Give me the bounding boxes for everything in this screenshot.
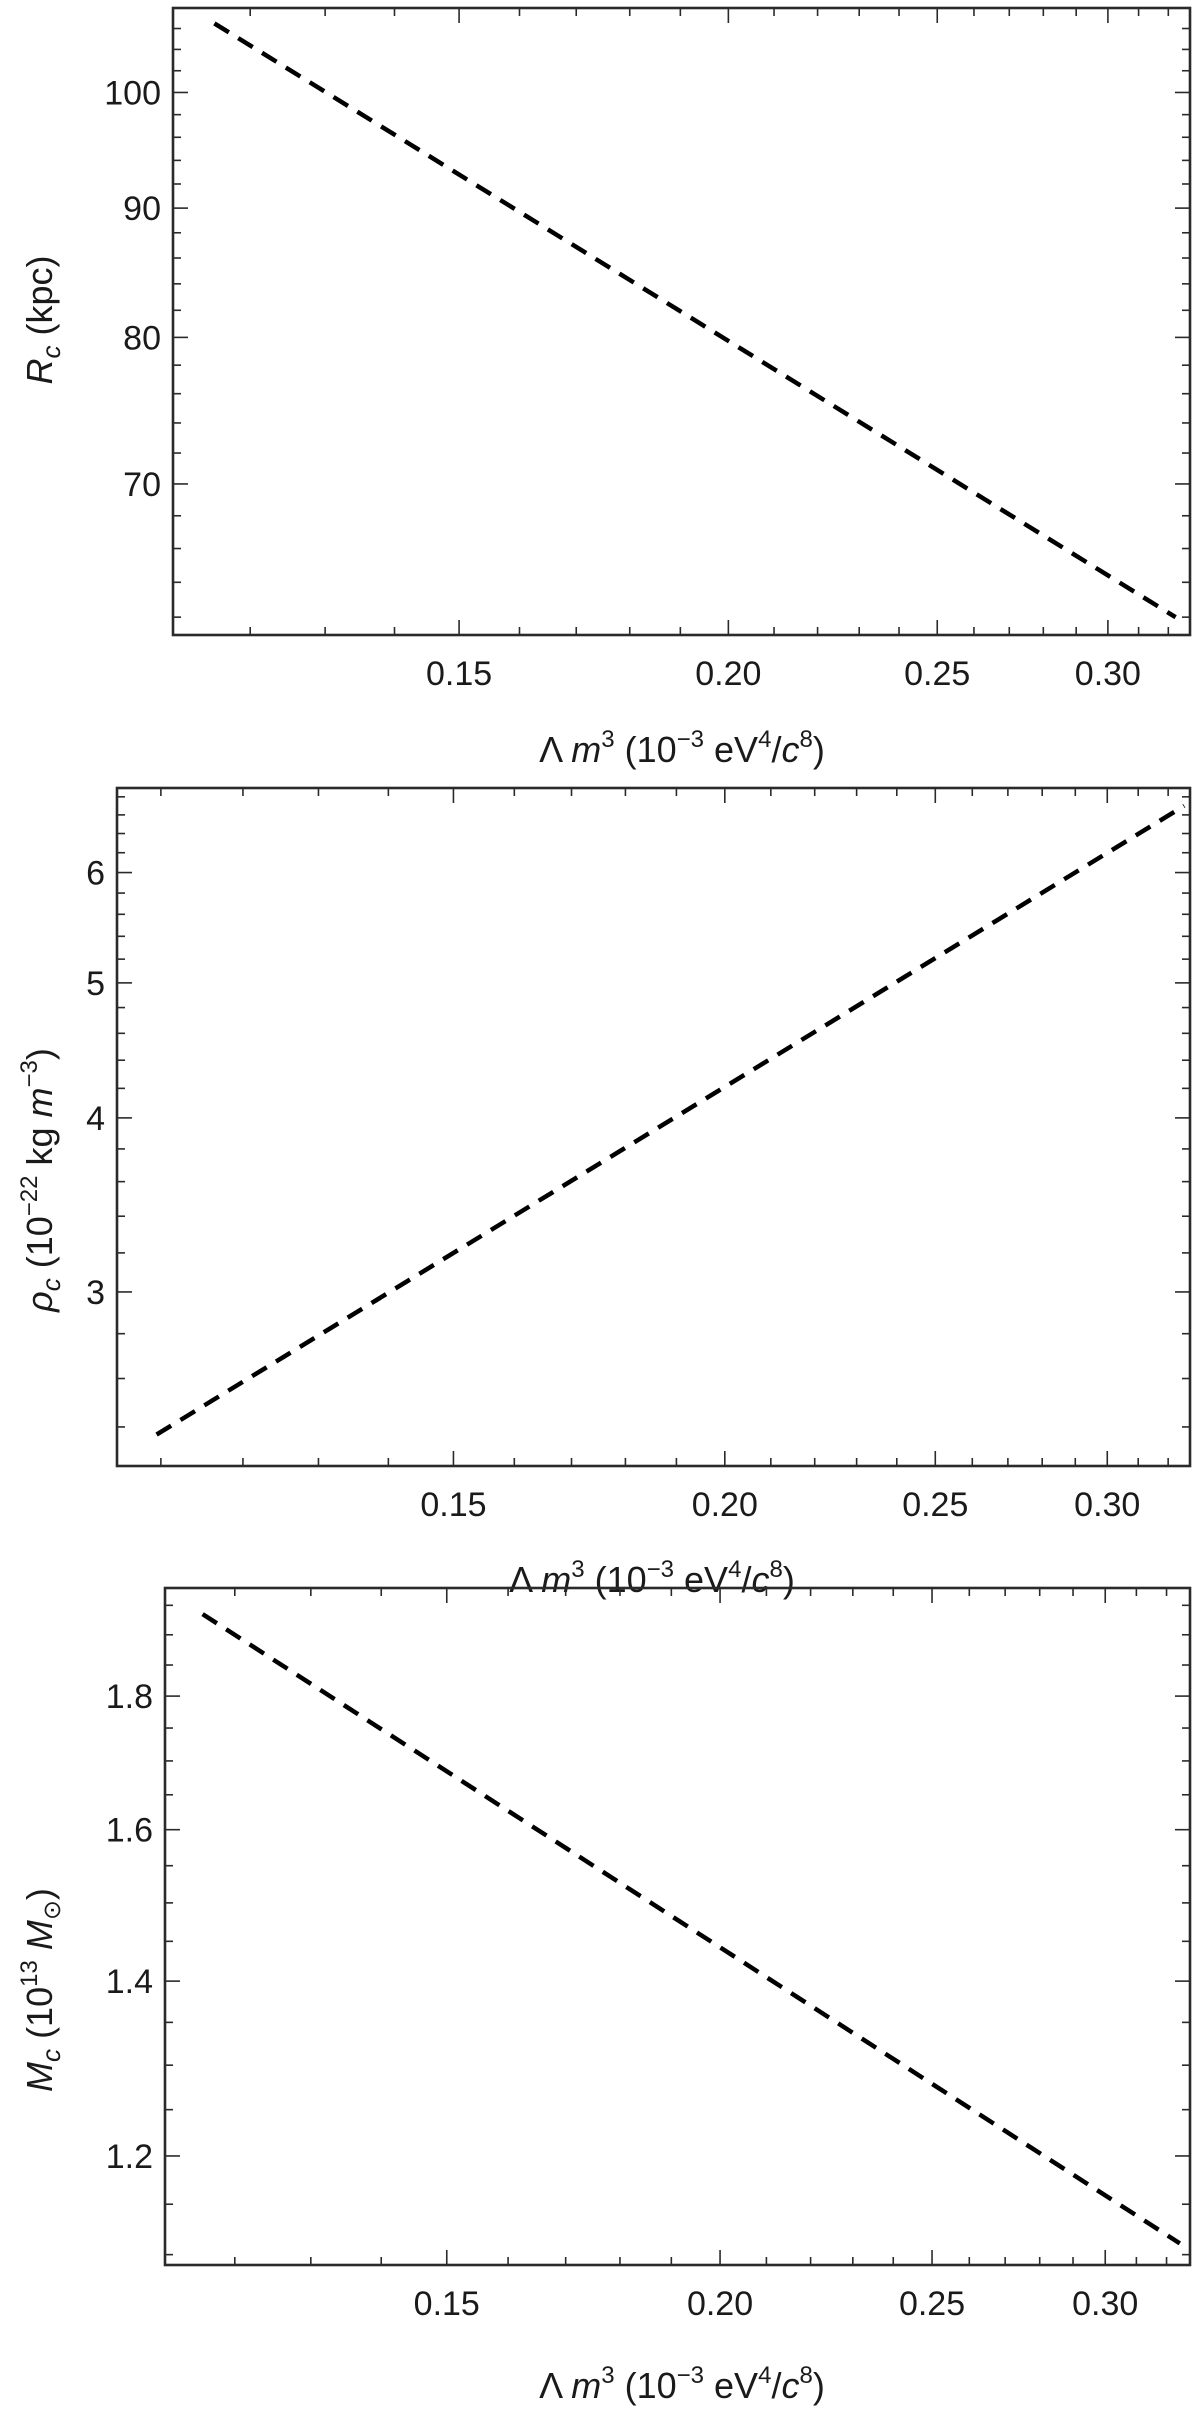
x-axis-label: Λ m3 (10−3 eV4/c8) [509,1556,795,1600]
x-tick-label: 0.20 [692,1486,758,1524]
plot-frame [115,786,1192,1468]
y-tick-label: 1.4 [106,1963,153,2001]
y-tick-label: 1.6 [106,1812,153,1850]
x-tick-label: 0.25 [899,2285,965,2323]
x-tick-label: 0.30 [1072,2285,1138,2323]
x-axis-label: Λ m3 (10−3 eV4/c8) [539,726,825,770]
x-tick-label: 0.25 [902,1486,968,1524]
x-tick-label: 0.30 [1074,1486,1140,1524]
x-tick-label: 0.15 [414,2285,480,2323]
x-tick-label: 0.20 [687,2285,753,2323]
x-tick-label: 0.15 [426,655,492,693]
y-tick-label: 3 [86,1274,105,1312]
y-axis-label: Mc (1013 M⊙) [16,1888,66,2092]
y-tick-label: 70 [123,466,161,504]
y-tick-label: 4 [86,1100,105,1138]
x-tick-label: 0.15 [420,1486,486,1524]
x-tick-label: 0.20 [695,655,761,693]
chart-panel-rhoc: ρc (10−22 kg m−3) Λ m3 (10−3 eV4/c8) 0.1… [16,786,1192,1600]
y-tick-label: 6 [86,855,105,893]
series-line [155,803,1186,1437]
y-tick-label: 80 [123,319,161,357]
y-tick-label: 5 [86,965,105,1003]
chart-panel-rc: Rc (kpc) Λ m3 (10−3 eV4/c8) 0.15 0.20 0.25… [19,6,1192,770]
y-tick-label: 90 [123,190,161,228]
y-axis-label: Rc (kpc) [19,256,66,385]
y-axis-label: ρc (10−22 kg m−3) [16,1048,66,1313]
plot-frame [171,6,1192,637]
series-line [201,1612,1182,2246]
x-tick-label: 0.30 [1075,655,1141,693]
y-tick-label: 1.8 [106,1678,153,1716]
x-axis-label: Λ m3 (10−3 eV4/c8) [539,2362,825,2406]
y-tick-label: 100 [104,74,161,112]
x-tick-label: 0.25 [904,655,970,693]
series-line [213,21,1177,620]
y-tick-label: 1.2 [106,2138,153,2176]
chart-panel-mc: Mc (1013 M⊙) Λ m3 (10−3 eV4/c8) 0.15 0.20… [16,1586,1192,2406]
plot-frame [163,1586,1192,2267]
